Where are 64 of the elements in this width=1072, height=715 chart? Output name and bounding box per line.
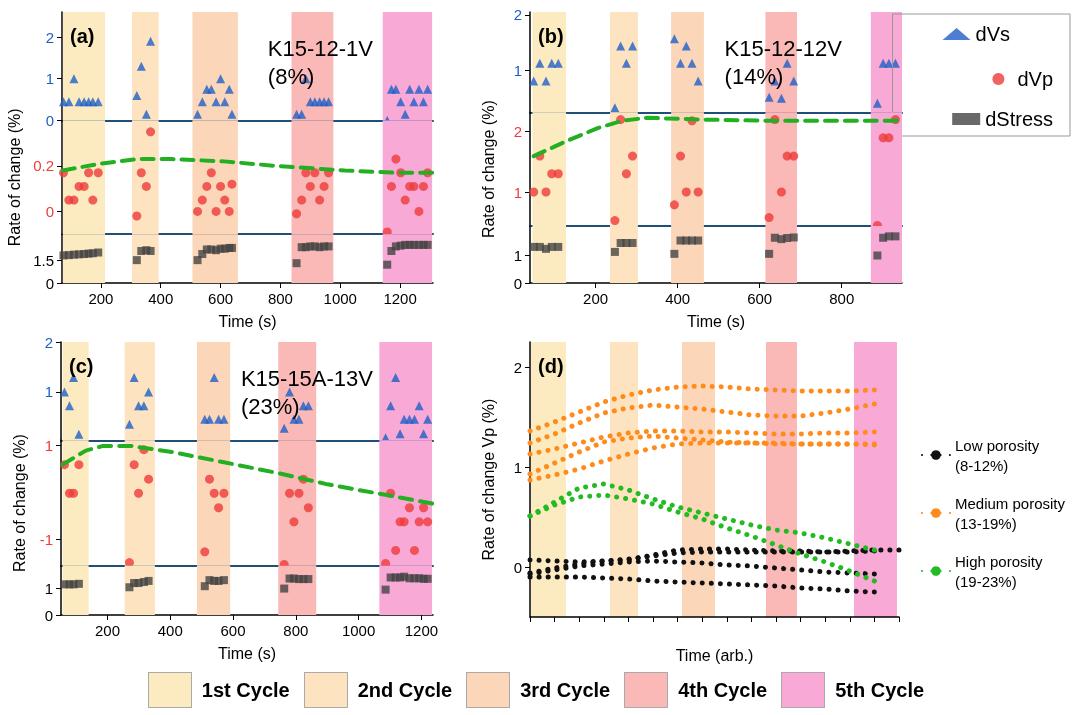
y-tick-label: 1 (44, 436, 53, 454)
x-tick-label: 800 (267, 290, 293, 307)
x-tick-label: 400 (665, 290, 691, 307)
y-tick-label: -1 (39, 530, 53, 548)
y-tick-label: 1 (44, 383, 53, 401)
x-tick-label: 1200 (383, 290, 417, 307)
x-axis-title: Time (s) (686, 312, 746, 330)
y-tick-label: 1 (44, 580, 53, 598)
y-tick-label: 0 (513, 274, 522, 292)
annotation: K15-12-1V (8%) (267, 35, 374, 89)
x-tick-label: 400 (148, 290, 174, 307)
x-tick-label: 200 (94, 622, 120, 639)
y-tick-label: 2 (44, 333, 53, 351)
x-tick-label: 800 (829, 290, 855, 307)
x-tick-label: 1000 (341, 622, 376, 639)
y-tick-label: 0 (513, 558, 522, 576)
y-tick-label: 2 (45, 28, 54, 46)
x-axis-title: Time (arb.) (675, 646, 754, 664)
x-axis-title: Time (s) (218, 312, 277, 330)
x-tick-label: 800 (283, 622, 309, 639)
annotation: (a) (70, 25, 95, 47)
annotation: (c) (69, 355, 94, 377)
y-axis-title: Rate of change (%) (479, 100, 497, 239)
y-tick-label: 1.5 (33, 251, 54, 269)
x-axis-title: Time (s) (217, 644, 277, 662)
legend-label: Medium porosity (13-19%) (954, 494, 1066, 532)
y-tick-label: 1 (513, 458, 522, 476)
legend-label: High porosity (19-23%) (954, 552, 1043, 590)
y-tick-label: 1 (513, 61, 522, 79)
x-tick-label: 200 (583, 290, 609, 307)
annotation: K15-12-12V (14%) (724, 35, 843, 89)
y-tick-label: 0 (45, 274, 54, 292)
y-axis-title: Rate of change Vp (%) (479, 398, 497, 561)
x-tick-label: 1000 (323, 290, 357, 307)
y-tick-label: 2 (513, 123, 522, 141)
x-tick-label: 200 (88, 290, 114, 307)
y-axis-title: Rate of change (%) (5, 108, 23, 247)
legend-label: dVp (1017, 68, 1054, 90)
x-tick-label: 600 (747, 290, 773, 307)
annotation: (d) (538, 355, 564, 377)
x-tick-label: 1200 (404, 622, 439, 639)
y-tick-label: 0 (44, 606, 53, 624)
legend-label: dStress (985, 108, 1054, 130)
x-tick-label: 600 (220, 622, 246, 639)
y-tick-label: 1 (513, 184, 522, 202)
y-tick-label: 2 (513, 6, 522, 24)
annotation: (b) (538, 25, 564, 47)
annotation: K15-15A-13V (23%) (240, 365, 374, 419)
x-tick-label: 400 (157, 622, 183, 639)
legend-label: dVs (975, 23, 1011, 45)
y-tick-label: 1 (513, 246, 522, 264)
y-tick-label: 1 (45, 70, 54, 88)
y-tick-label: 2 (513, 358, 522, 376)
x-tick-label: 600 (208, 290, 234, 307)
y-tick-label: 0 (45, 202, 54, 220)
legend-label: 4th Cycle (678, 678, 768, 702)
legend-label: 2nd Cycle (357, 678, 453, 702)
legend-label: Low porosity (8-12%) (954, 436, 1040, 474)
legend-label: 3rd Cycle (520, 678, 611, 702)
y-axis-title: Rate of change (%) (10, 434, 28, 572)
y-tick-label: 0.2 (33, 157, 54, 175)
legend-label: 5th Cycle (835, 678, 925, 702)
y-tick-label: 0 (45, 111, 54, 129)
legend-label: 1st Cycle (201, 678, 290, 702)
